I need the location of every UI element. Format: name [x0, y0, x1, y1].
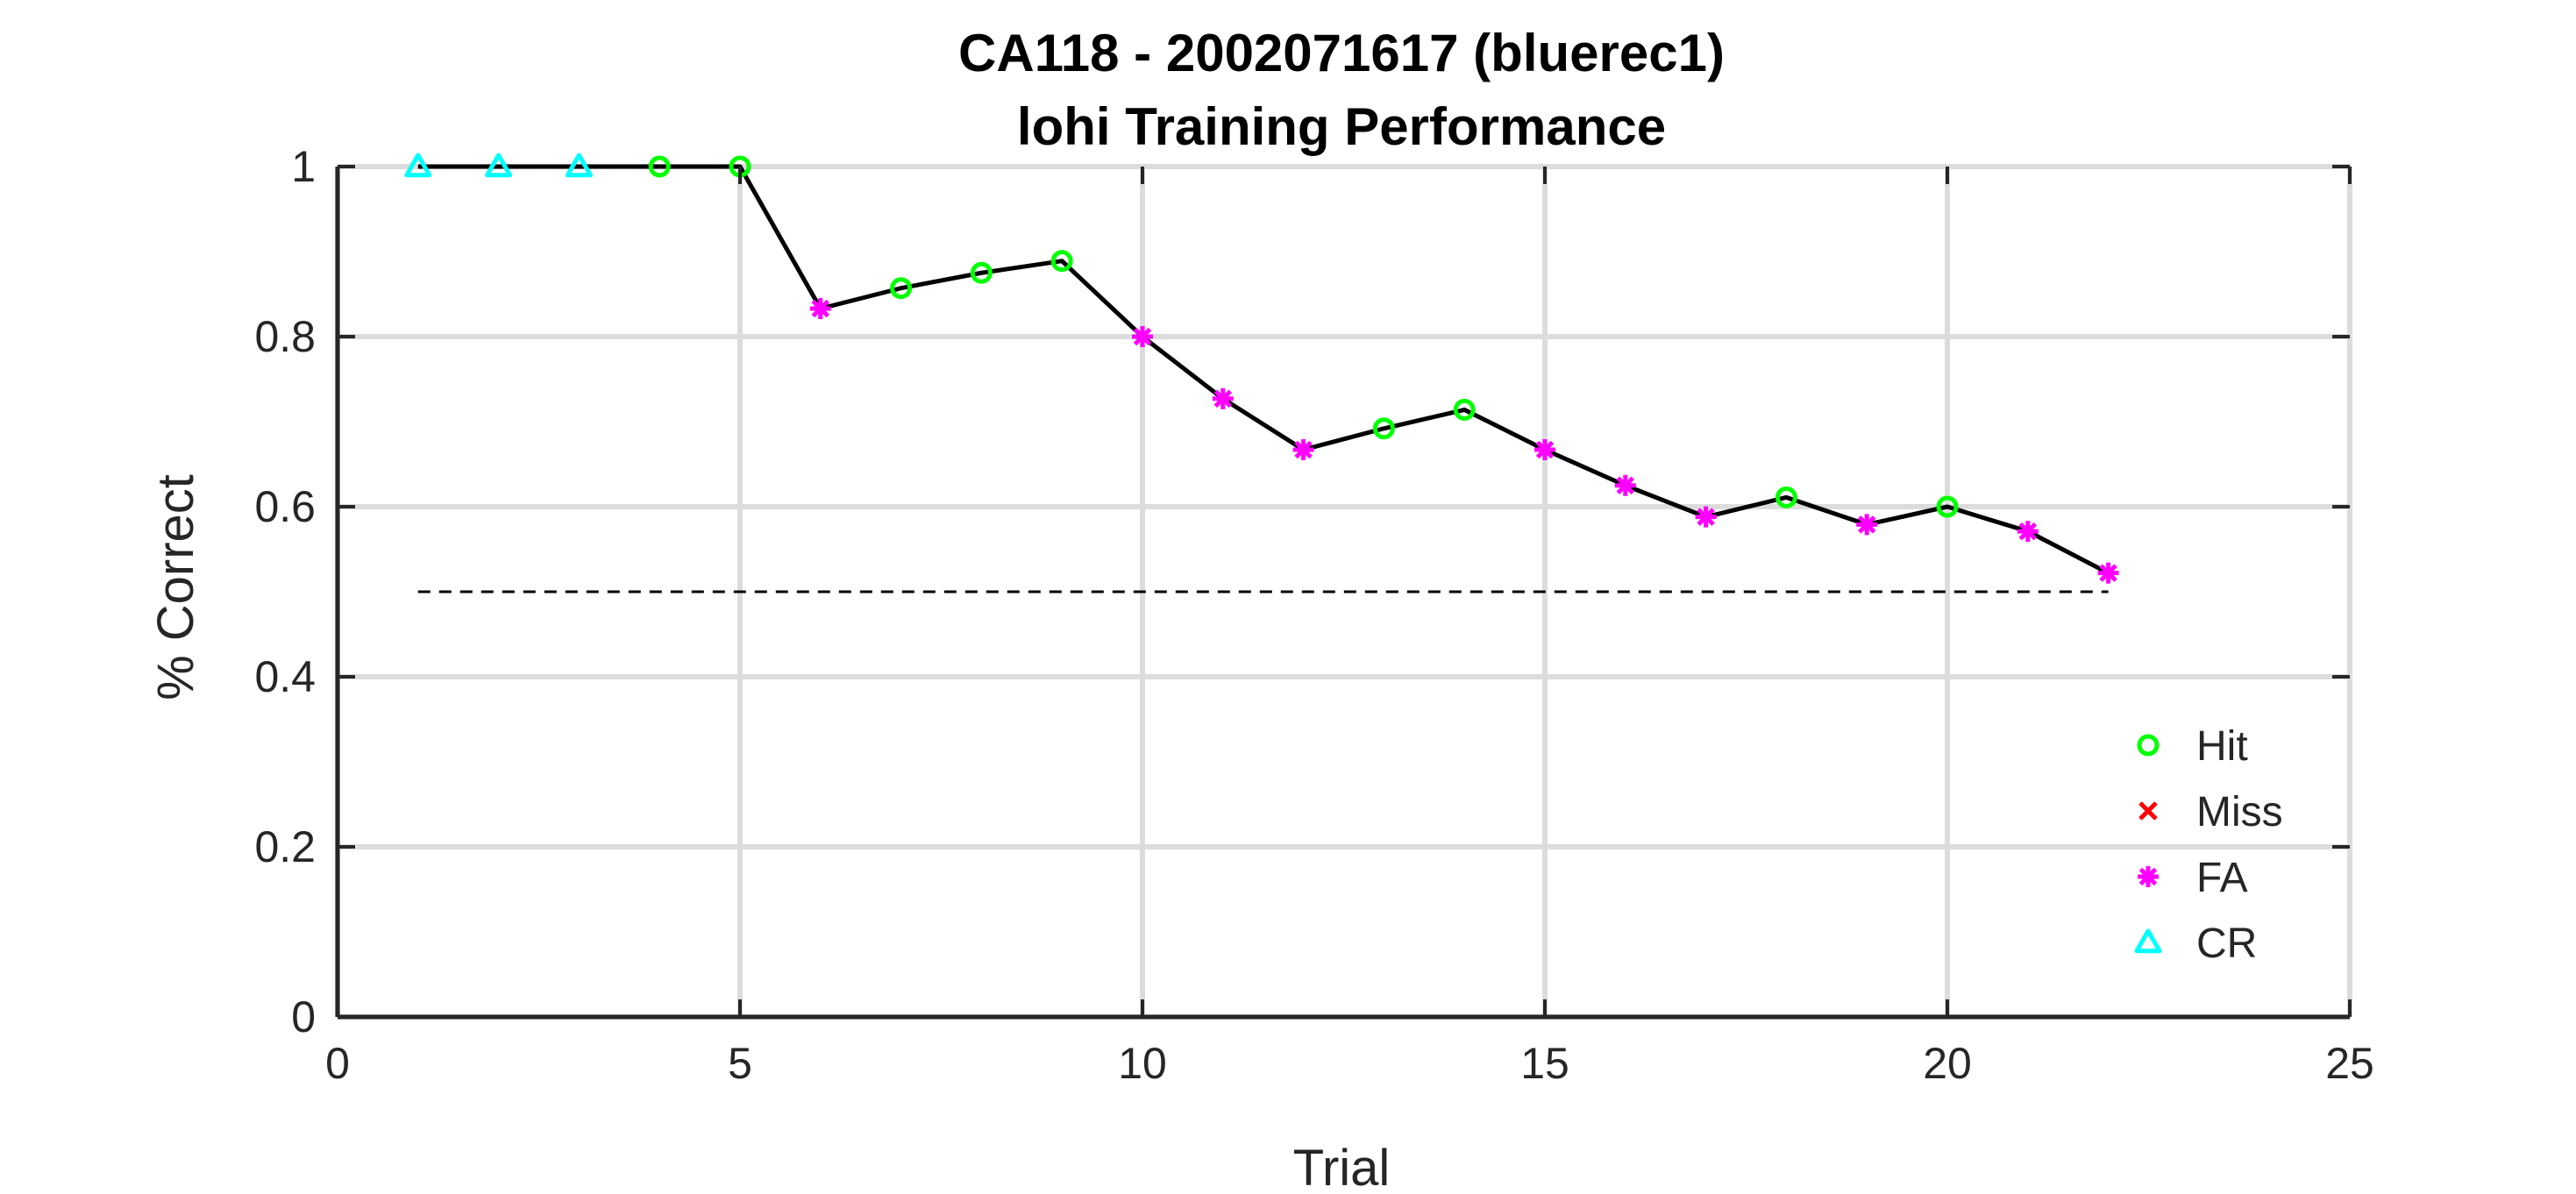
y-tick-label: 0	[291, 992, 316, 1041]
data-markers	[404, 153, 2119, 584]
axes	[335, 165, 2352, 1020]
data-point-fa	[1695, 506, 1717, 528]
data-point-fa-stroke-3	[2018, 522, 2038, 541]
data-point-fa-stroke-3	[1535, 440, 1555, 459]
data-point-hit-shape	[1453, 398, 1476, 421]
data-point-cr-shape	[485, 153, 513, 178]
x-axis-label: Trial	[1293, 1140, 1391, 1194]
legend-label-miss: Miss	[2196, 789, 2283, 835]
data-point-hit-shape	[970, 261, 993, 284]
data-point-cr	[404, 153, 432, 178]
tick-labels: 0 5 10 15 20 25 0 0.2 0.4 0.6 0.8 1	[254, 142, 2373, 1088]
data-point-hit-shape	[1050, 250, 1073, 273]
legend-marker-hit	[2137, 734, 2160, 757]
data-point-fa	[2017, 521, 2039, 543]
data-point-hit	[1775, 486, 1797, 508]
data-point-fa	[1212, 387, 1234, 409]
data-point-fa-stroke-3	[1213, 389, 1233, 409]
data-point-cr-shape	[404, 153, 432, 178]
legend-marker-cr	[2134, 928, 2162, 954]
data-point-fa	[1614, 474, 1636, 496]
data-point-fa	[1132, 326, 1153, 347]
data-point-hit-shape	[1936, 495, 1959, 518]
legend-marker-miss	[2138, 801, 2158, 821]
legend-label-fa: FA	[2196, 855, 2248, 901]
data-point-fa-stroke-3	[811, 299, 830, 318]
x-tick-label: 15	[1520, 1039, 1569, 1088]
x-tick-label: 25	[2325, 1039, 2374, 1088]
data-point-fa-stroke-3	[1857, 515, 1876, 534]
data-point-hit	[890, 277, 913, 300]
y-axis-label: % Correct	[147, 474, 204, 700]
data-point-hit	[1050, 250, 1073, 273]
data-point-fa-stroke-3	[1616, 476, 1635, 495]
legend-marker-cr-shape	[2134, 928, 2162, 954]
legend-label-cr: CR	[2196, 920, 2257, 967]
y-tick-label: 0.4	[254, 652, 316, 701]
data-point-hit	[648, 155, 671, 178]
x-tick-label: 0	[325, 1039, 350, 1088]
data-point-fa-stroke-3	[1294, 440, 1313, 459]
data-point-hit-shape	[890, 277, 913, 300]
x-tick-label: 5	[728, 1039, 752, 1088]
y-tick-label: 0.8	[254, 312, 316, 361]
x-tick-label: 20	[1923, 1039, 1972, 1088]
legend-label-hit: Hit	[2196, 723, 2248, 770]
data-point-fa	[809, 297, 831, 319]
data-point-hit	[1372, 417, 1395, 440]
data-point-fa	[1534, 439, 1555, 461]
data-point-hit-shape	[1372, 417, 1395, 440]
data-point-hit	[1453, 398, 1476, 421]
y-tick-label: 1	[291, 142, 316, 191]
data-point-fa-stroke-3	[1697, 508, 1715, 526]
data-point-fa-stroke-3	[1133, 327, 1152, 346]
data-point-fa-stroke-3	[2099, 564, 2117, 582]
x-tick-label: 10	[1118, 1039, 1167, 1088]
legend-marker-hit-shape	[2137, 734, 2160, 757]
data-point-hit	[970, 261, 993, 284]
data-point-cr	[565, 153, 593, 178]
chart-subtitle: lohi Training Performance	[1017, 97, 1666, 156]
legend-marker-fa-stroke-3	[2138, 867, 2158, 886]
data-point-hit-shape	[648, 155, 671, 178]
data-point-fa	[1292, 439, 1314, 461]
data-point-cr-shape	[565, 153, 593, 178]
performance-line	[417, 164, 2110, 575]
data-point-hit-shape	[1775, 486, 1797, 508]
data-point-fa	[2097, 562, 2119, 584]
data-point-cr	[485, 153, 513, 178]
legend-marker-fa	[2138, 866, 2159, 887]
legend-marker-miss-stroke-1	[2138, 801, 2158, 821]
y-tick-label: 0.6	[254, 482, 316, 531]
data-point-fa	[1856, 514, 1878, 536]
legend: Hit Miss FA CR	[2134, 723, 2283, 967]
data-point-hit	[1936, 495, 1959, 518]
chart-title: CA118 - 2002071617 (bluerec1)	[958, 24, 1725, 82]
y-tick-label: 0.2	[254, 822, 316, 871]
